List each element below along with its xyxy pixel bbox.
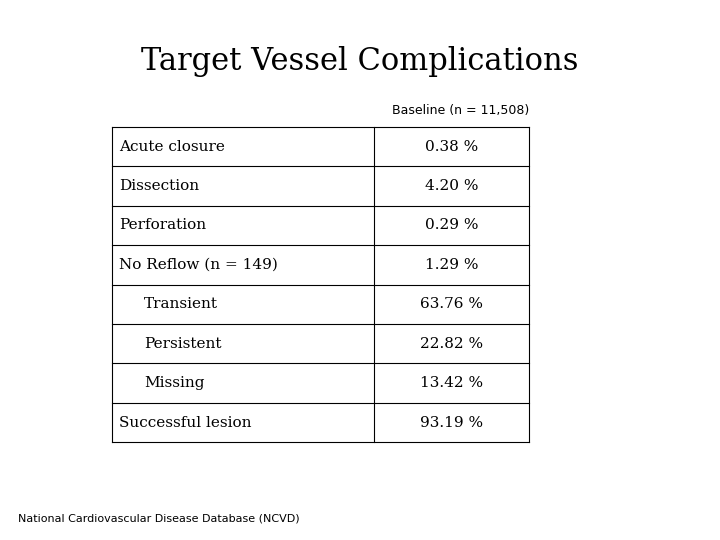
Text: 22.82 %: 22.82 % (420, 337, 483, 350)
Text: Target Vessel Complications: Target Vessel Complications (141, 46, 579, 77)
Text: Dissection: Dissection (119, 179, 199, 193)
Text: 13.42 %: 13.42 % (420, 376, 483, 390)
Text: Baseline (n = 11,508): Baseline (n = 11,508) (392, 104, 529, 117)
Text: 93.19 %: 93.19 % (420, 416, 483, 429)
Text: Missing: Missing (144, 376, 204, 390)
Text: Persistent: Persistent (144, 337, 222, 350)
Text: Acute closure: Acute closure (119, 140, 225, 153)
Text: No Reflow (n = 149): No Reflow (n = 149) (119, 258, 278, 272)
Text: 0.38 %: 0.38 % (426, 140, 478, 153)
Text: 4.20 %: 4.20 % (425, 179, 479, 193)
Text: Transient: Transient (144, 298, 218, 311)
Text: Successful lesion: Successful lesion (119, 416, 251, 429)
Text: 1.29 %: 1.29 % (425, 258, 479, 272)
Text: National Cardiovascular Disease Database (NCVD): National Cardiovascular Disease Database… (18, 514, 300, 524)
Text: 63.76 %: 63.76 % (420, 298, 483, 311)
Text: 0.29 %: 0.29 % (425, 219, 479, 232)
Text: Perforation: Perforation (119, 219, 206, 232)
